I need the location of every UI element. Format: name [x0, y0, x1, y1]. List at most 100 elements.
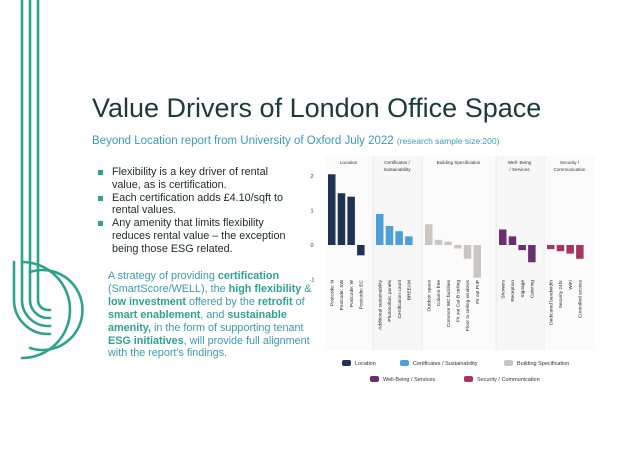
para-text: , will provide full alignment with the r…	[108, 334, 310, 360]
group-header-label: Certificates /	[384, 160, 410, 165]
deco-line-3	[36, 0, 52, 312]
category-tick-label: Security 24hr	[558, 280, 564, 309]
category-tick-label: Showers	[500, 279, 506, 298]
para-text: A strategy of providing	[108, 270, 218, 282]
subtitle-main: Beyond Location report from University o…	[92, 135, 394, 147]
deco-line-2	[28, 0, 52, 320]
legend-label: Building Specification	[517, 361, 569, 367]
category-tick-label: Outdoor space	[426, 280, 432, 312]
para-highlight: certification	[217, 270, 280, 282]
para-highlight: smart enablement	[108, 308, 201, 321]
category-tick-label: Photovoltaic panels	[387, 279, 393, 321]
bar	[528, 245, 536, 263]
bar	[395, 231, 403, 245]
para-highlight: retrofit	[257, 295, 293, 308]
bullet-text: Flexibility is a key driver of rental va…	[112, 166, 269, 191]
para-highlight: ESG initiatives	[108, 334, 184, 347]
bar	[454, 245, 462, 249]
value-drivers-chart: Location Certificates / Sustainability Buil…	[310, 156, 595, 383]
page-subtitle: Beyond Location report from University o…	[92, 135, 499, 147]
bar	[425, 224, 433, 245]
group-header-label: Building Specification	[437, 160, 481, 165]
y-tick-label: -1	[310, 278, 315, 284]
deco-curve-outer	[20, 260, 72, 360]
bar	[444, 241, 452, 245]
legend-label: Location	[355, 361, 376, 367]
bar	[385, 226, 394, 245]
legend-label: Security / Communication	[477, 377, 540, 383]
category-tick-label: Reception	[510, 280, 516, 302]
bullet-text: Any amenity that limits flexibility redu…	[112, 217, 286, 255]
legend-swatch	[504, 360, 513, 366]
group-header-label: Communication	[554, 167, 586, 172]
category-tick-label: Dedicated bandwidth	[548, 280, 554, 325]
legend-swatch	[464, 376, 473, 382]
bar	[434, 239, 443, 245]
key-findings-list: Flexibility is a key driver of rental va…	[98, 166, 298, 256]
para-highlight: low investment	[108, 295, 186, 308]
category-tick-label: Fit out PnP	[475, 280, 481, 304]
deco-line-4	[12, 260, 52, 336]
category-tick-label: Postcode: W	[349, 280, 355, 308]
para-highlight: sustainable amenity,	[108, 308, 287, 334]
bullet-text: Each certification adds £4.10/sqft to re…	[112, 191, 284, 217]
bar	[405, 236, 413, 245]
para-text: (SmartScore/WELL), the	[108, 282, 229, 295]
bar	[566, 245, 574, 254]
bar	[357, 245, 365, 256]
subtitle-sample-note: (research sample size:200)	[396, 136, 500, 146]
category-tick-label: Postcode: SW	[339, 280, 345, 311]
legend-label: Well-Being / Services	[383, 377, 435, 383]
bar	[473, 245, 481, 278]
bullet-item: Flexibility is a key driver of rental va…	[98, 166, 298, 191]
para-text: , and	[200, 308, 228, 321]
bar	[547, 245, 555, 250]
category-tick-label: Common WC facilities	[446, 279, 452, 327]
para-text: offered by the	[186, 295, 258, 308]
category-tick-label: Controlled access	[577, 279, 583, 318]
category-tick-label: Fit out Cat-B ceiling	[455, 280, 461, 322]
category-tick-label: BREEAM	[406, 280, 412, 300]
category-tick-label: Column free	[436, 280, 442, 306]
bullet-square-icon	[98, 221, 103, 227]
bar	[347, 196, 355, 245]
page-title: Value Drivers of London Office Space	[92, 93, 542, 123]
legend-swatch	[370, 376, 379, 382]
bullet-square-icon	[98, 170, 103, 175]
category-tick-label: Floor to ceiling windows	[465, 279, 471, 331]
strategy-paragraph: A strategy of providing certification (S…	[108, 270, 328, 360]
bullet-item: Any amenity that limits flexibility redu…	[98, 217, 298, 255]
y-tick-label: 2	[310, 174, 313, 180]
y-tick-label: 0	[310, 243, 313, 249]
legend-swatch	[400, 360, 409, 366]
category-tick-label: Signage	[520, 280, 526, 298]
category-tick-label: Postcode: N	[329, 279, 335, 306]
para-text: in the form of supporting tenant	[151, 321, 304, 334]
bar	[576, 245, 584, 259]
category-tick-label: WiFi	[568, 280, 574, 290]
group-header-label: Location	[340, 160, 358, 165]
para-highlight: high flexibility	[228, 282, 302, 295]
category-tick-label: Catering	[529, 280, 535, 298]
para-text: of	[292, 295, 305, 308]
group-panel	[496, 156, 543, 350]
bar	[376, 213, 384, 245]
y-tick-label: 1	[310, 209, 313, 215]
deco-line-1	[20, 0, 52, 328]
group-header-label: Sustainability	[383, 167, 411, 172]
bar	[499, 229, 507, 245]
bar	[328, 174, 336, 245]
bar	[518, 245, 526, 251]
bar	[508, 236, 517, 245]
group-panel	[422, 156, 495, 350]
group-header-label: Security /	[560, 160, 580, 165]
bullet-square-icon	[98, 195, 103, 201]
group-header-label: Well- Being	[508, 160, 532, 165]
deco-curve-inner	[28, 268, 84, 352]
bar	[337, 193, 346, 245]
bar	[463, 245, 472, 259]
category-tick-label: Additional sustainability	[377, 279, 383, 329]
para-text: &	[301, 282, 312, 295]
group-panel	[373, 156, 421, 350]
decorative-line-art	[12, 0, 84, 360]
